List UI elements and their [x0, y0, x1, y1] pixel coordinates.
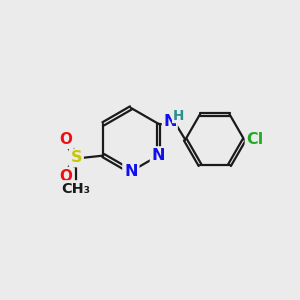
- Text: O: O: [59, 169, 72, 184]
- Text: H: H: [173, 109, 184, 122]
- Text: O: O: [59, 132, 72, 147]
- Text: N: N: [152, 148, 165, 163]
- Text: N: N: [124, 164, 138, 179]
- Text: S: S: [70, 150, 82, 165]
- Text: CH₃: CH₃: [62, 182, 91, 196]
- Text: Cl: Cl: [247, 132, 264, 147]
- Text: N: N: [163, 114, 177, 129]
